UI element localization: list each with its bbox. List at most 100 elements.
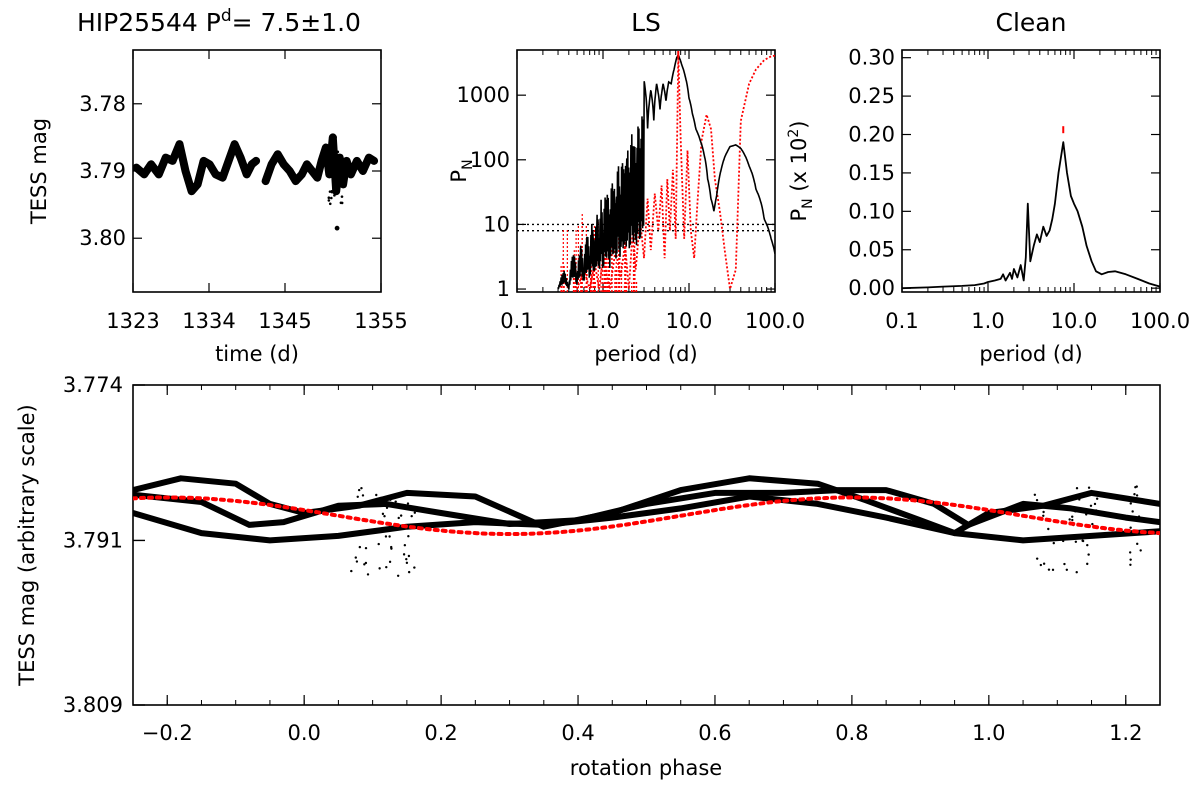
lightcurve-scatter-point bbox=[333, 174, 336, 178]
clean-xtick-label: 10.0 bbox=[1051, 309, 1098, 333]
phased-scatter-point bbox=[405, 561, 409, 565]
phased-scatter-point bbox=[1042, 510, 1045, 514]
phased-xtick-label: 0.8 bbox=[835, 721, 868, 745]
lightcurve-series-band bbox=[261, 133, 379, 196]
phased-scatter-point bbox=[405, 557, 408, 561]
clean-ylabel-sup: 2 bbox=[786, 129, 802, 138]
phased-scatter-point bbox=[1042, 562, 1046, 565]
ls-xtick-label: 0.1 bbox=[500, 309, 533, 333]
phased-cycle-band bbox=[133, 493, 1160, 544]
phased-scatter-point bbox=[378, 567, 381, 570]
phased-xlabel: rotation phase bbox=[570, 756, 722, 780]
clean-ylabel-main: P bbox=[787, 209, 811, 222]
lightcurve-scatter-point bbox=[332, 177, 336, 181]
phased-scatter-point bbox=[1068, 518, 1071, 521]
lightcurve-scatter-point bbox=[330, 189, 334, 193]
phased-scatter-point bbox=[363, 563, 366, 566]
ls-ytick-label: 1000 bbox=[457, 83, 510, 107]
phased-scatter-point bbox=[377, 542, 380, 546]
lightcurve-xtick-label: 1355 bbox=[354, 309, 407, 333]
phased-scatter-point bbox=[1033, 493, 1037, 497]
phased-scatter-point bbox=[1129, 558, 1132, 561]
phased-frame bbox=[132, 384, 1161, 706]
phased-scatter-point bbox=[1137, 515, 1141, 518]
phased-xtick-label: 1.2 bbox=[1109, 721, 1142, 745]
lightcurve-xtick-label: 1323 bbox=[106, 309, 159, 333]
phased-scatter-point bbox=[1071, 518, 1074, 522]
phased-scatter-point bbox=[1047, 527, 1050, 531]
lightcurve-scatter-point bbox=[341, 156, 344, 160]
clean-xtick-label: 0.1 bbox=[885, 309, 918, 333]
lightcurve-series-band bbox=[133, 140, 261, 196]
ls-window-series bbox=[576, 54, 775, 290]
phased-scatter-point bbox=[397, 516, 400, 520]
lightcurve-xtick-label: 1345 bbox=[258, 309, 311, 333]
clean-xtick-label: 1.0 bbox=[971, 309, 1004, 333]
ls-panel-title: LS bbox=[631, 8, 661, 37]
phased-scatter-point bbox=[356, 495, 359, 499]
phased-scatter-point bbox=[1135, 494, 1139, 497]
phased-xtick-label: 0.0 bbox=[287, 721, 320, 745]
ls-ylabel-main: P bbox=[447, 170, 471, 183]
ls-xlabel: period (d) bbox=[594, 342, 697, 366]
phased-scatter-point bbox=[413, 511, 417, 514]
star-name: HIP25544 bbox=[77, 8, 198, 37]
phased-scatter-point bbox=[1063, 562, 1066, 566]
period-value: = 7.5±1.0 bbox=[232, 8, 361, 37]
phased-scatter-point bbox=[1035, 498, 1039, 502]
phased-scatter-point bbox=[1051, 568, 1055, 572]
phased-scatter-point bbox=[1073, 507, 1077, 510]
phased-scatter-point bbox=[1042, 514, 1045, 517]
lightcurve-ylabel: TESS mag bbox=[27, 118, 51, 225]
phased-scatter-point bbox=[1139, 549, 1142, 552]
phased-scatter-point bbox=[1038, 502, 1042, 506]
phased-scatter-point bbox=[361, 494, 365, 497]
period-superscript: d bbox=[221, 6, 232, 26]
phased-model-curve bbox=[133, 495, 1160, 536]
phased-lightcurve-panel: −0.2 0.0 0.2 0.4 0.6 0.8 1.0 1.2 3.774 3.791 3.809 bbox=[63, 373, 1161, 745]
lightcurve-ytick-label: 3.79 bbox=[79, 159, 126, 183]
phased-scatter-point bbox=[1075, 570, 1078, 574]
clean-frame bbox=[901, 49, 1161, 293]
phased-scatter-point bbox=[357, 488, 361, 492]
ls-frame bbox=[516, 49, 776, 293]
phased-scatter-point bbox=[1065, 568, 1069, 571]
lightcurve-data bbox=[133, 133, 379, 231]
ls-data bbox=[517, 53, 775, 292]
clean-ytick-label: 0.30 bbox=[848, 46, 895, 70]
phased-scatter-point bbox=[383, 515, 386, 518]
phased-scatter-point bbox=[1131, 510, 1134, 513]
phased-scatter-point bbox=[407, 534, 410, 538]
phased-scatter-point bbox=[394, 500, 397, 503]
ls-ytick-label: 1 bbox=[497, 277, 510, 301]
phased-scatter-point bbox=[1078, 498, 1081, 501]
phased-scatter-point bbox=[389, 498, 392, 501]
phased-scatter-point bbox=[354, 556, 357, 559]
phased-ylabel: TESS mag (arbitrary scale) bbox=[15, 404, 39, 686]
clean-data bbox=[902, 141, 1160, 290]
ls-periodogram-panel: 0.1 1.0 10.0 100.0 1 10 100 1000 bbox=[457, 49, 805, 333]
phased-scatter-point bbox=[407, 554, 411, 558]
phased-scatter-point bbox=[406, 502, 410, 505]
lightcurve-outlier-point bbox=[332, 134, 337, 140]
clean-panel-title: Clean bbox=[996, 8, 1067, 37]
lightcurve-ytick-label: 3.80 bbox=[79, 226, 126, 250]
lightcurve-scatter-point bbox=[340, 195, 344, 198]
lightcurve-scatter-point bbox=[327, 169, 330, 173]
clean-ylabel-end: ) bbox=[787, 121, 811, 129]
clean-periodogram-series bbox=[902, 141, 1160, 290]
phased-scatter-point bbox=[1039, 563, 1043, 567]
phased-scatter-point bbox=[364, 561, 368, 565]
lightcurve-scatter-point bbox=[335, 169, 339, 172]
lightcurve-scatter-point bbox=[336, 162, 340, 165]
clean-ytick-label: 0.15 bbox=[848, 161, 895, 185]
phased-scatter-point bbox=[1129, 563, 1132, 567]
clean-ytick-label: 0.10 bbox=[848, 199, 895, 223]
phased-scatter-point bbox=[407, 570, 411, 574]
phased-xtick-label: 1.0 bbox=[972, 721, 1005, 745]
phased-scatter-point bbox=[1091, 535, 1095, 538]
phased-scatter-point bbox=[399, 514, 403, 517]
lightcurve-scatter-point bbox=[339, 201, 343, 205]
lightcurve-scatter-point bbox=[333, 171, 336, 174]
phased-scatter-point bbox=[413, 566, 416, 569]
